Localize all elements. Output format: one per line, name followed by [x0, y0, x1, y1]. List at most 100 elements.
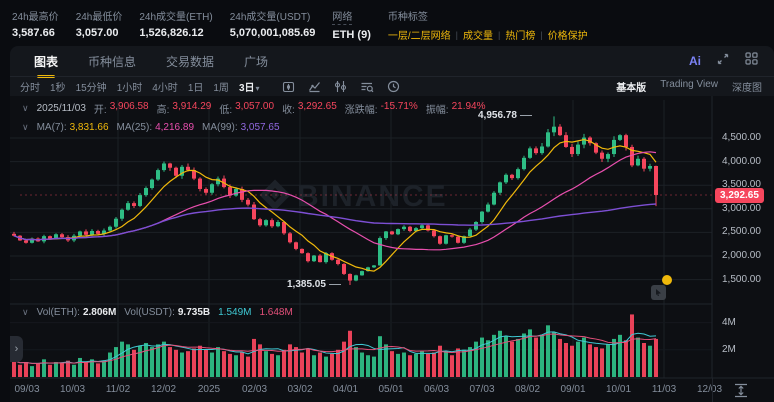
x-axis-label: 05/01 — [378, 384, 404, 395]
price-scale-icon[interactable] — [731, 383, 751, 402]
tag-separator: | — [540, 29, 543, 40]
candles-layer — [12, 116, 658, 286]
collapse-chevron-icon[interactable]: ∨ — [22, 307, 29, 317]
price-tick-label: 3,000.00 — [722, 202, 761, 214]
stat-label: 网络 — [332, 8, 371, 25]
cursor-dot — [662, 275, 672, 285]
tab-chart[interactable]: 图表 — [34, 54, 59, 69]
vol-ma1-value: 1.549M — [218, 307, 252, 318]
price-tick-label: 2,000.00 — [722, 249, 761, 261]
tag-link-network[interactable]: 一层/二层网络 — [387, 31, 451, 42]
price-tick-label: 4,500.00 — [722, 131, 761, 143]
x-axis-label: 11/02 — [105, 384, 131, 395]
svg-text:BINANCE: BINANCE — [297, 180, 448, 213]
volume-tick-label: 4M — [722, 316, 736, 328]
x-axis-label: 12/02 — [150, 384, 177, 395]
tabs-row: 图表 币种信息 交易数据 广场 Ai — [10, 46, 774, 76]
collapse-chevron-icon[interactable]: ∨ — [22, 103, 29, 113]
tag-link-volume[interactable]: 成交量 — [463, 31, 493, 42]
legend-date: 2025/11/03 — [36, 103, 86, 114]
open-value: 3,906.58 — [109, 101, 149, 112]
stat-label: 24h最高价 — [12, 12, 59, 23]
x-axis-label: 04/01 — [332, 384, 359, 395]
network-value[interactable]: ETH (9) — [332, 29, 371, 41]
interval-1d[interactable]: 1日 — [187, 83, 204, 94]
view-depth[interactable]: 深度图 — [732, 83, 762, 94]
annotation-dash — [519, 115, 532, 116]
chart-view-switcher: 基本版 Trading View 深度图 — [616, 79, 774, 94]
x-axis-label: 07/03 — [469, 384, 495, 395]
stat-value: 3,057.00 — [75, 27, 119, 39]
high-price-annotation: 4,956.78 — [478, 110, 532, 121]
x-axis-label: 12/03 — [696, 384, 723, 395]
chevron-down-icon: ▾ — [255, 84, 260, 93]
tabs-right-actions: Ai — [689, 52, 774, 70]
interval-1h[interactable]: 1小时 — [116, 83, 143, 94]
amplitude-percent: 21.94% — [451, 101, 486, 112]
grid-layout-icon[interactable] — [745, 52, 758, 70]
view-tradingview[interactable]: Trading View — [660, 79, 718, 90]
tag-links: 一层/二层网络 | 成交量 | 热门榜 | 价格保护 — [387, 27, 588, 43]
stat-label: 24h成交量(ETH) — [139, 12, 213, 23]
ai-button[interactable]: Ai — [689, 54, 701, 68]
high-value: 3,914.29 — [172, 101, 212, 112]
cursor-brush-icon — [651, 285, 666, 300]
stat-network: 网络 ETH (9) — [332, 8, 371, 41]
x-axis-label: 10/03 — [59, 384, 86, 395]
binance-watermark: BINANCE — [259, 179, 448, 213]
change-percent: -15.71% — [380, 101, 418, 112]
x-axis-label: 10/01 — [605, 384, 632, 395]
compare-candles-icon[interactable] — [334, 80, 347, 93]
x-axis-label: 02/03 — [241, 384, 268, 395]
stat-value: 3,587.66 — [12, 27, 55, 39]
interval-3d-selected[interactable]: 3日▾ — [238, 83, 260, 94]
stat-label: 币种标签 — [387, 12, 428, 23]
price-axis[interactable]: 3,292.65 4,500.00 4,000.00 3,500.00 3,000.0… — [712, 96, 774, 402]
indicator-icon[interactable] — [308, 80, 321, 93]
indicator-settings-icon[interactable] — [360, 80, 374, 93]
tabs-divider — [10, 76, 774, 77]
tag-link-hot[interactable]: 热门榜 — [505, 31, 536, 42]
tag-link-price-protect[interactable]: 价格保护 — [547, 31, 588, 42]
expand-icon[interactable] — [717, 52, 729, 70]
tab-square[interactable]: 广场 — [244, 54, 269, 69]
vol-ma2-value: 1.648M — [259, 307, 293, 318]
tab-trade-data[interactable]: 交易数据 — [166, 54, 215, 69]
ohlc-legend: ∨ 2025/11/03 开: 3,906.58 高: 3,914.29 低: 3,0… — [22, 101, 486, 116]
interval-15m[interactable]: 15分钟 — [75, 83, 107, 94]
interval-time[interactable]: 分时 — [20, 83, 40, 94]
stat-24h-volume-eth: 24h成交量(ETH) 1,526,826.12 — [139, 8, 212, 39]
ma-lines — [13, 138, 657, 272]
chart-card: 图表 币种信息 交易数据 广场 Ai 分时 1秒 15分钟 1小时 — [10, 46, 774, 402]
interval-1s[interactable]: 1秒 — [50, 83, 66, 94]
chart-type-icon[interactable] — [282, 80, 295, 93]
vol-usdt-value: 9.735B — [177, 307, 211, 318]
stat-value: 5,070,001,085.69 — [229, 27, 316, 39]
x-axis-label: 03/02 — [287, 384, 313, 395]
current-price-badge: 3,292.65 — [715, 188, 764, 203]
ma7-value: 3,831.66 — [69, 122, 109, 133]
stat-value: 1,526,826.12 — [139, 27, 204, 39]
close-value: 3,292.65 — [297, 101, 337, 112]
history-clock-icon[interactable] — [387, 80, 400, 93]
volume-tick-label: 2M — [722, 343, 736, 355]
chart-tool-icons — [282, 80, 400, 93]
candlestick-chart[interactable]: BINANCE — [10, 96, 774, 402]
interval-4h[interactable]: 4小时 — [152, 83, 178, 94]
panel-expander-handle[interactable]: › — [10, 336, 23, 362]
tab-coin-info[interactable]: 币种信息 — [88, 54, 137, 69]
annotation-dash — [328, 284, 341, 285]
x-axis-label: 06/03 — [423, 384, 450, 395]
time-axis[interactable]: 09/03 10/03 11/02 12/02 2025 02/03 03/02 04/01 0… — [10, 378, 774, 402]
collapse-chevron-icon[interactable]: ∨ — [22, 122, 29, 132]
interval-1w[interactable]: 1周 — [213, 83, 229, 94]
price-tick-label: 4,000.00 — [722, 155, 761, 167]
view-basic[interactable]: 基本版 — [616, 83, 647, 94]
volume-ma-lines — [13, 331, 657, 364]
ma-legend: ∨ MA(7): 3,831.66 MA(25): 4,216.89 MA(99):… — [22, 122, 280, 133]
interval-toolbar: 分时 1秒 15分钟 1小时 4小时 1日 1周 3日▾ — [10, 77, 774, 96]
stat-24h-low: 24h最低价 3,057.00 — [76, 8, 123, 39]
x-axis-label: 08/02 — [514, 384, 541, 395]
x-axis-label: 2025 — [197, 384, 221, 395]
